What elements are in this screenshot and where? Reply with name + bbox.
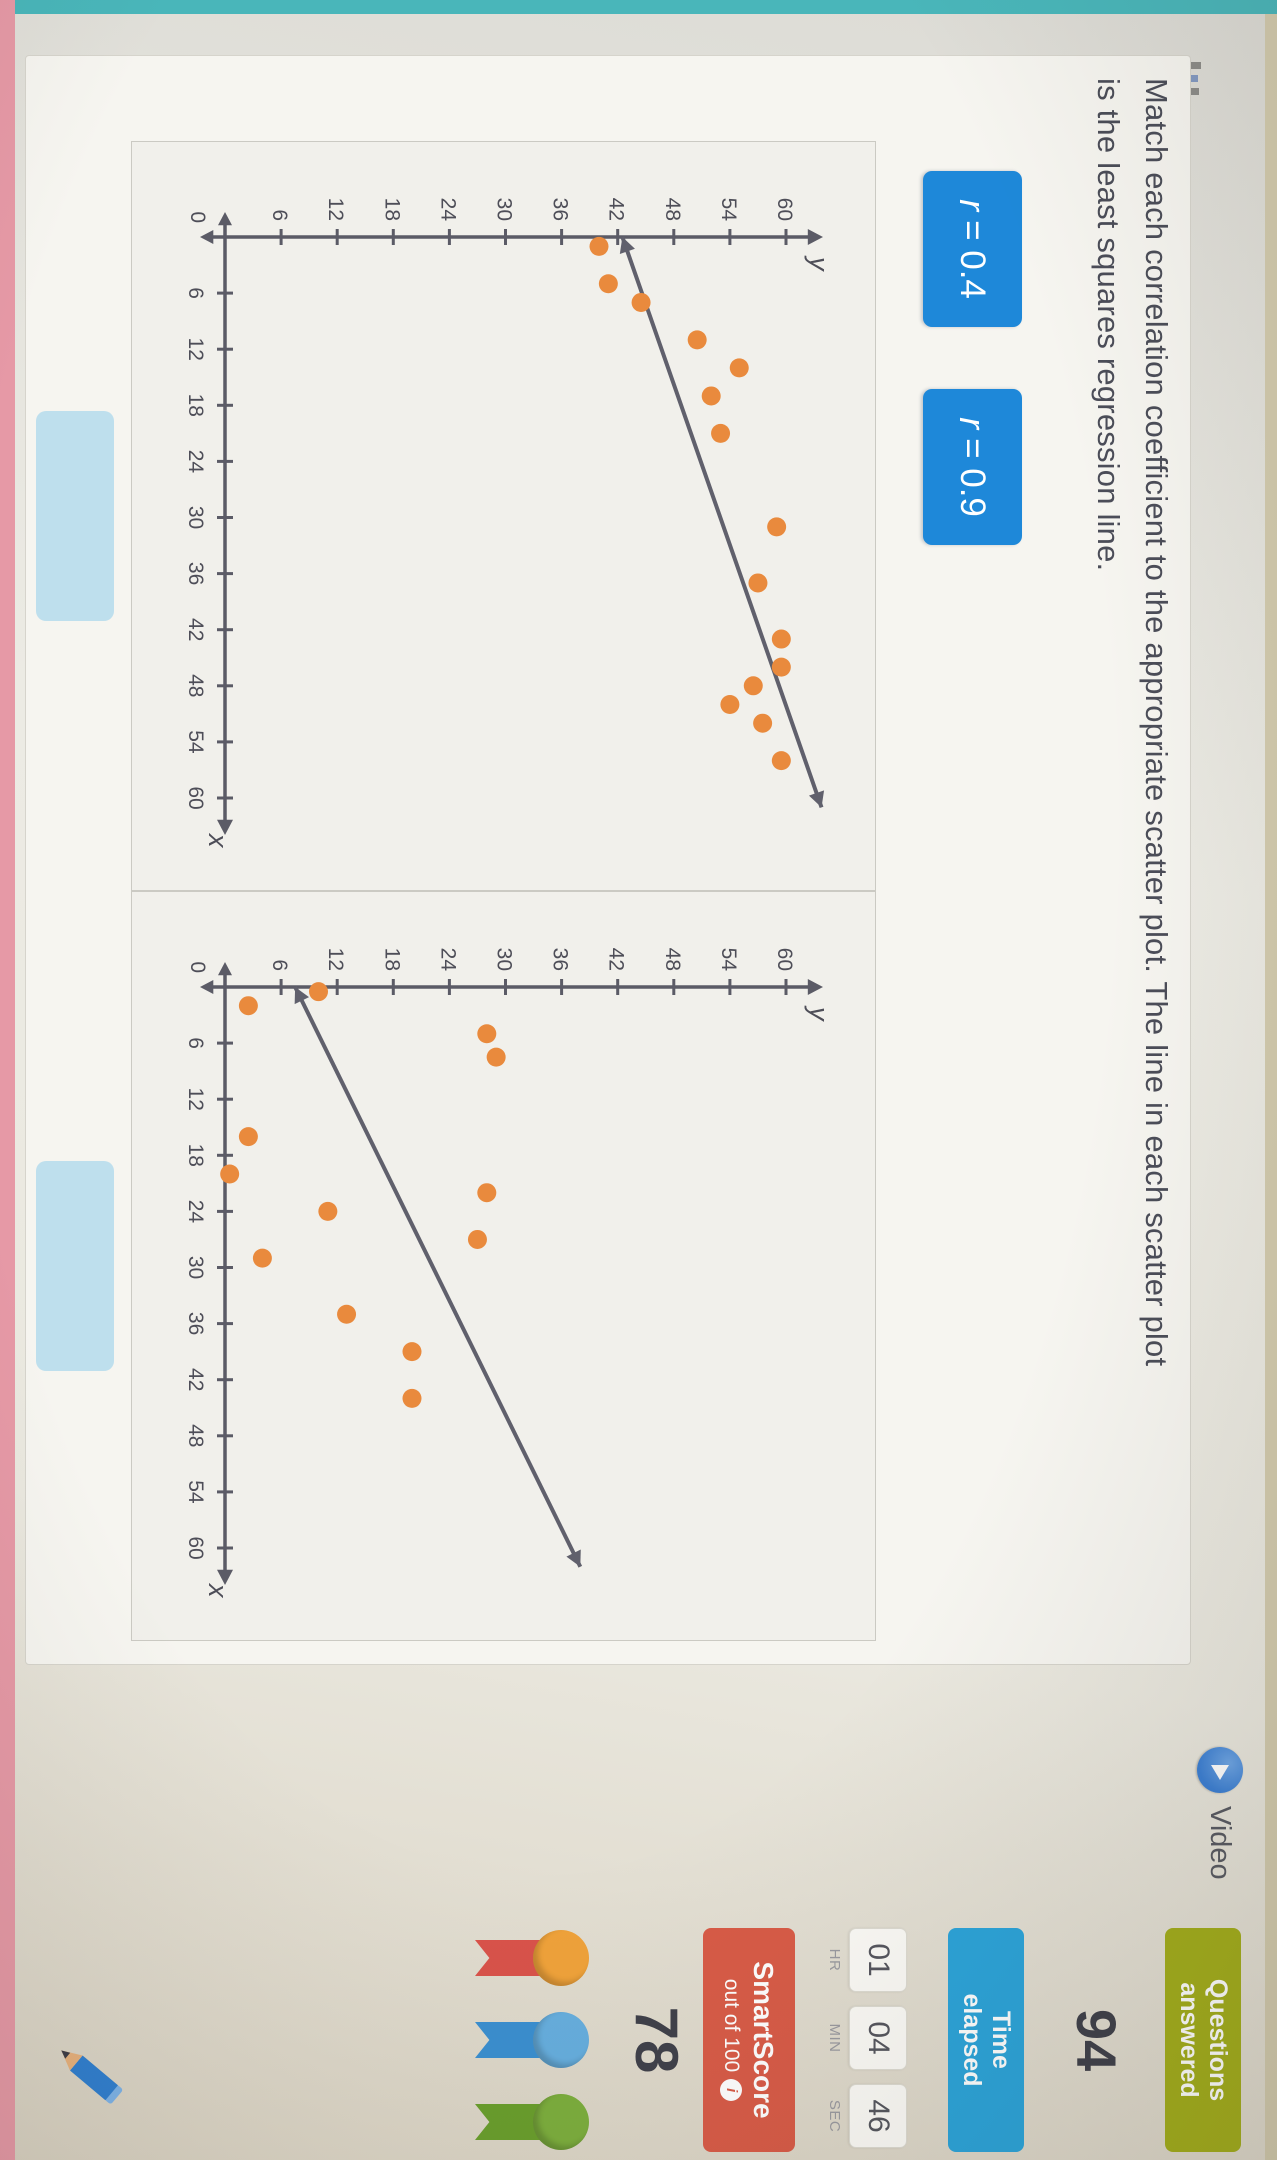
question-text-line1: Match each correlation coefficient to th… (1139, 78, 1174, 1367)
svg-text:42: 42 (184, 618, 207, 641)
time-seconds-tile: 46 (849, 2084, 907, 2148)
svg-text:30: 30 (184, 506, 207, 529)
question-text-line2: is the least squares regression line. (1091, 78, 1126, 572)
svg-text:54: 54 (717, 198, 740, 222)
r-symbol: r (952, 417, 994, 430)
questions-answered-value: 94 (1065, 2008, 1128, 2072)
pencil-icon[interactable] (45, 2030, 129, 2114)
medal-icon (469, 2093, 589, 2151)
svg-text:12: 12 (184, 1088, 207, 1111)
smartscore-badge: SmartScore out of 100 i (703, 1928, 795, 2152)
svg-text:x: x (203, 832, 233, 849)
info-icon[interactable]: i (720, 2079, 743, 2102)
svg-text:60: 60 (773, 948, 796, 971)
svg-text:18: 18 (184, 394, 207, 417)
answer-tile-r04-value: = 0.4 (953, 220, 993, 299)
time-elapsed-label-1: Time (986, 2011, 1015, 2069)
time-minutes-tile: 04 (849, 2006, 907, 2070)
time-seconds-unit: SEC (826, 2099, 843, 2133)
svg-text:54: 54 (184, 730, 207, 754)
svg-text:y: y (804, 1005, 834, 1022)
award-medals (469, 1928, 589, 2152)
svg-text:24: 24 (436, 198, 459, 222)
svg-text:36: 36 (549, 198, 572, 221)
svg-text:30: 30 (184, 1256, 207, 1279)
svg-text:x: x (203, 1582, 233, 1599)
answer-tile-r04[interactable]: r = 0.4 (923, 171, 1022, 327)
medal-icon (469, 1929, 589, 1987)
question-card: Match each correlation coefficient to th… (25, 55, 1191, 1665)
svg-text:54: 54 (184, 1480, 207, 1504)
svg-text:12: 12 (324, 198, 347, 221)
svg-text:60: 60 (184, 786, 207, 809)
time-hours-unit: HR (826, 1948, 843, 1972)
browser-sliver-marks (1189, 62, 1203, 162)
svg-text:60: 60 (184, 1536, 207, 1559)
video-link[interactable]: Video (1197, 1747, 1243, 1880)
video-label: Video (1204, 1806, 1237, 1880)
svg-text:18: 18 (380, 198, 403, 221)
screen-edge-teal-strip (0, 0, 1277, 14)
svg-text:30: 30 (493, 198, 516, 221)
scatter-plot-2: 6 6 12 12 18 18 24 24 30 30 36 36 42 42 48 48 54 54 60 60 0 y… (184, 948, 834, 1599)
svg-text:42: 42 (605, 198, 628, 221)
time-minutes-unit: MIN (826, 2023, 843, 2053)
time-elapsed-badge: Time elapsed (948, 1928, 1024, 2152)
svg-text:y: y (804, 255, 834, 272)
svg-text:24: 24 (184, 450, 207, 474)
drop-zone-plot-1[interactable] (36, 411, 114, 621)
drop-zone-plot-2[interactable] (36, 1161, 114, 1371)
questions-answered-badge: Questions answered (1165, 1928, 1241, 2152)
scatter-plot-1: 6 6 12 12 18 18 24 24 30 30 36 36 42 42 48 48 54 54 60 60 0 y… (184, 198, 834, 849)
play-icon (1197, 1747, 1243, 1793)
svg-text:18: 18 (380, 948, 403, 971)
questions-answered-label-1: Questions (1203, 1978, 1232, 2102)
svg-text:48: 48 (661, 948, 684, 971)
svg-text:54: 54 (717, 948, 740, 972)
svg-text:42: 42 (184, 1368, 207, 1391)
svg-text:12: 12 (184, 338, 207, 361)
questions-answered-label-2: answered (1175, 1982, 1203, 2098)
medal-icon (469, 2011, 589, 2069)
smartscore-label: SmartScore (747, 1961, 779, 2119)
svg-text:42: 42 (605, 948, 628, 971)
svg-text:6: 6 (268, 209, 291, 221)
svg-text:36: 36 (184, 1312, 207, 1335)
answer-tile-r09[interactable]: r = 0.9 (923, 389, 1022, 545)
smartscore-value: 78 (623, 2006, 690, 2074)
time-hours-tile: 01 (849, 1928, 907, 1992)
screen-edge-pink-strip (0, 0, 15, 2160)
svg-text:48: 48 (184, 674, 207, 697)
answer-tile-r09-value: = 0.9 (953, 438, 993, 517)
r-symbol: r (952, 199, 994, 212)
svg-text:6: 6 (184, 1037, 207, 1049)
smartscore-sublabel: out of 100 (720, 1978, 744, 2073)
svg-text:12: 12 (324, 948, 347, 971)
time-elapsed-values: 01 HR 04 MIN 46 SEC (826, 1928, 907, 2152)
svg-text:60: 60 (773, 198, 796, 221)
time-elapsed-label-2: elapsed (958, 1993, 986, 2087)
svg-text:36: 36 (549, 948, 572, 971)
svg-text:36: 36 (184, 562, 207, 585)
svg-text:6: 6 (268, 959, 291, 971)
svg-text:24: 24 (436, 948, 459, 972)
svg-text:30: 30 (493, 948, 516, 971)
screen-edge-top (1265, 0, 1277, 2160)
svg-text:48: 48 (184, 1424, 207, 1447)
scatter-plot-1-panel: 6 6 12 12 18 18 24 24 30 30 36 36 42 42 48 48 54 54 60 60 0 y… (131, 141, 876, 891)
svg-text:0: 0 (186, 211, 209, 223)
svg-text:24: 24 (184, 1200, 207, 1224)
svg-text:18: 18 (184, 1144, 207, 1167)
svg-text:6: 6 (184, 287, 207, 299)
scatter-plot-2-panel: 6 6 12 12 18 18 24 24 30 30 36 36 42 42 48 48 54 54 60 60 0 y… (131, 891, 876, 1641)
svg-text:0: 0 (186, 961, 209, 973)
svg-text:48: 48 (661, 198, 684, 221)
